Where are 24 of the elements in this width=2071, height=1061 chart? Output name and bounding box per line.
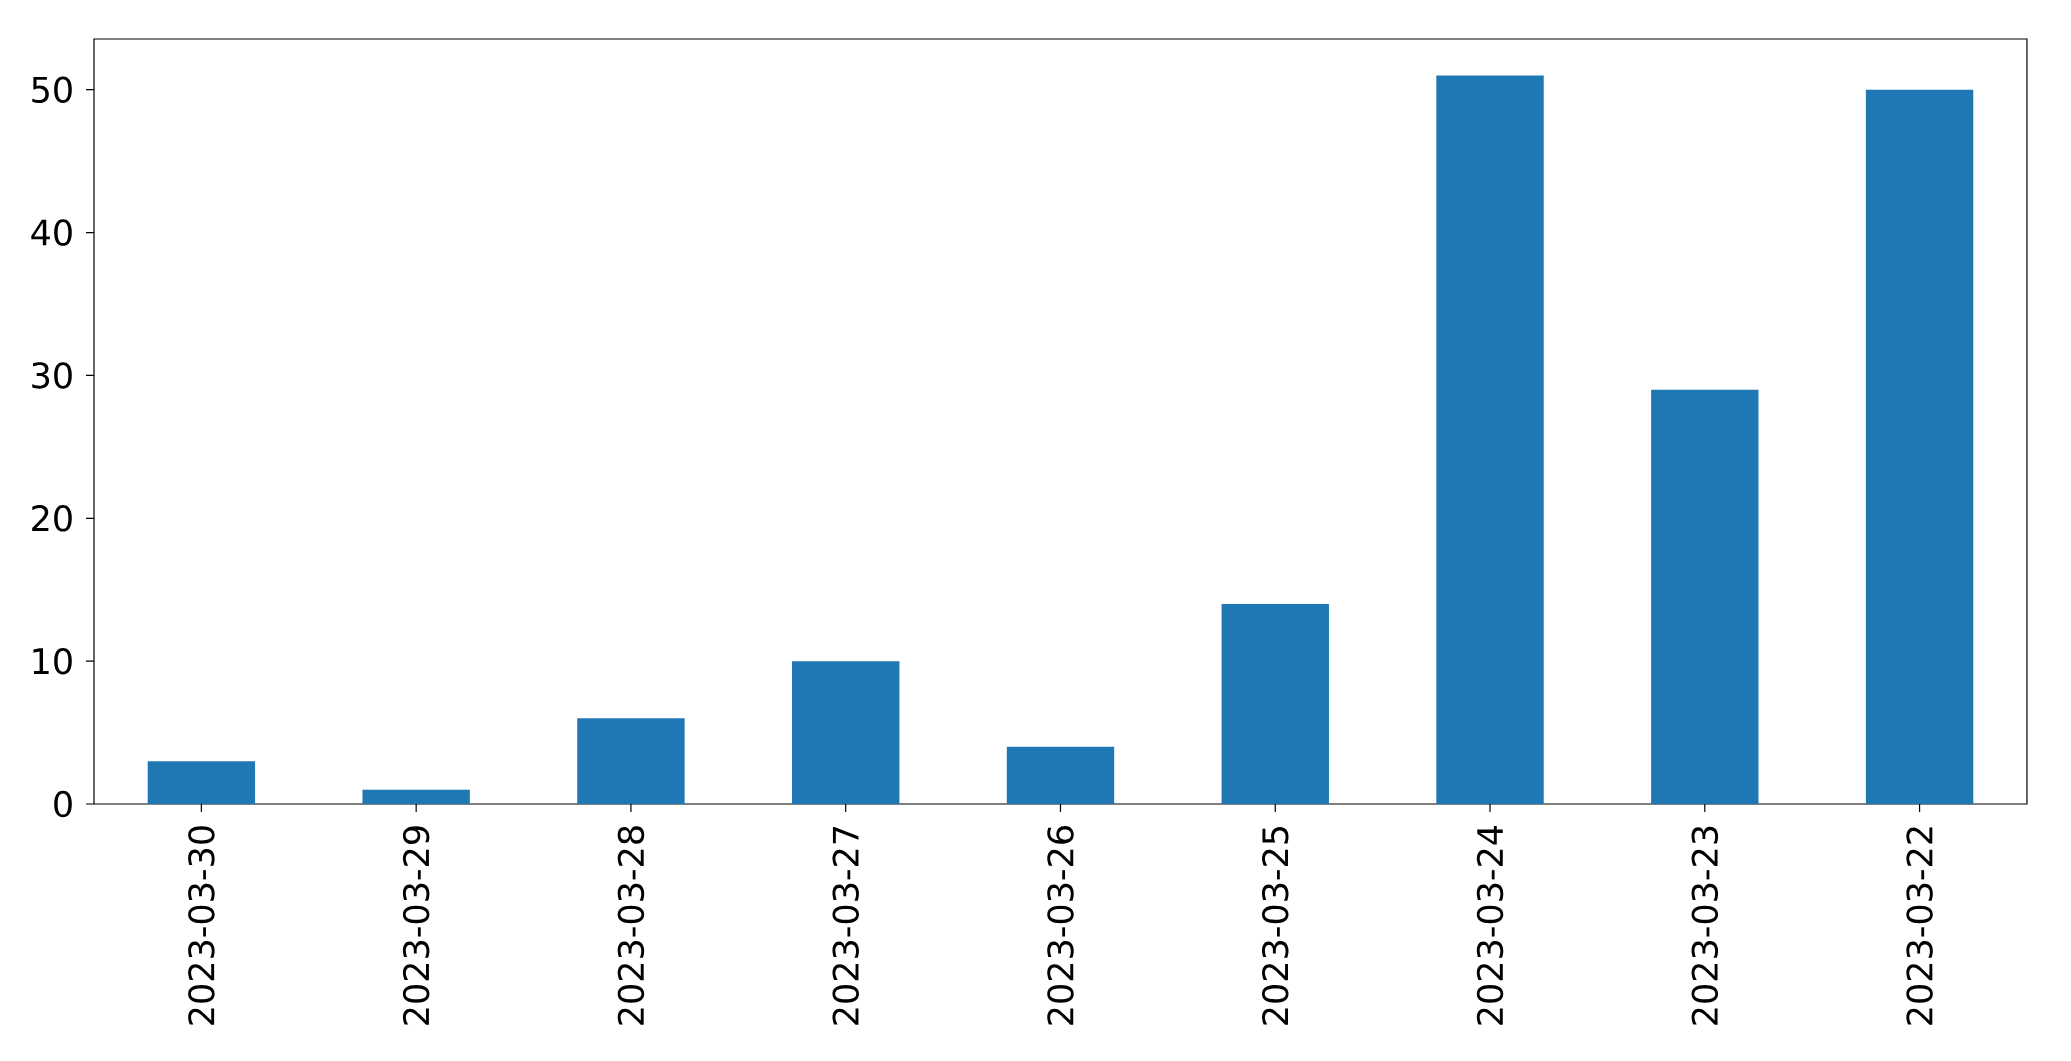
y-tick-label: 30 — [32, 362, 72, 389]
bar — [147, 761, 256, 804]
x-tick-label: 2023-03-24 — [1476, 825, 1504, 1025]
x-tick-label: 2023-03-28 — [617, 826, 645, 1025]
bar — [1436, 75, 1544, 804]
y-tick-label: 40 — [31, 219, 72, 246]
bar — [577, 718, 685, 804]
y-tick-label: 0 — [54, 790, 72, 818]
x-tick-label: 2023-03-25 — [1262, 826, 1289, 1025]
y-tick-label: 20 — [32, 505, 72, 532]
y-tick-label: 10 — [33, 647, 72, 675]
x-tick-label: 2023-03-22 — [1906, 827, 1933, 1025]
y-tick-label: 50 — [32, 76, 72, 103]
bar — [362, 789, 470, 804]
x-tick-label: 2023-03-27 — [832, 826, 859, 1025]
x-tick-label: 2023-03-29 — [402, 826, 430, 1025]
x-tick-label: 2023-03-30 — [188, 826, 215, 1025]
x-tick-label: 2023-03-26 — [1047, 826, 1074, 1025]
bar — [1006, 746, 1115, 804]
bar — [792, 661, 900, 804]
bar — [1651, 389, 1759, 804]
bar — [1865, 89, 1974, 804]
bar — [1221, 604, 1329, 804]
x-tick-label: 2023-03-23 — [1691, 826, 1719, 1025]
